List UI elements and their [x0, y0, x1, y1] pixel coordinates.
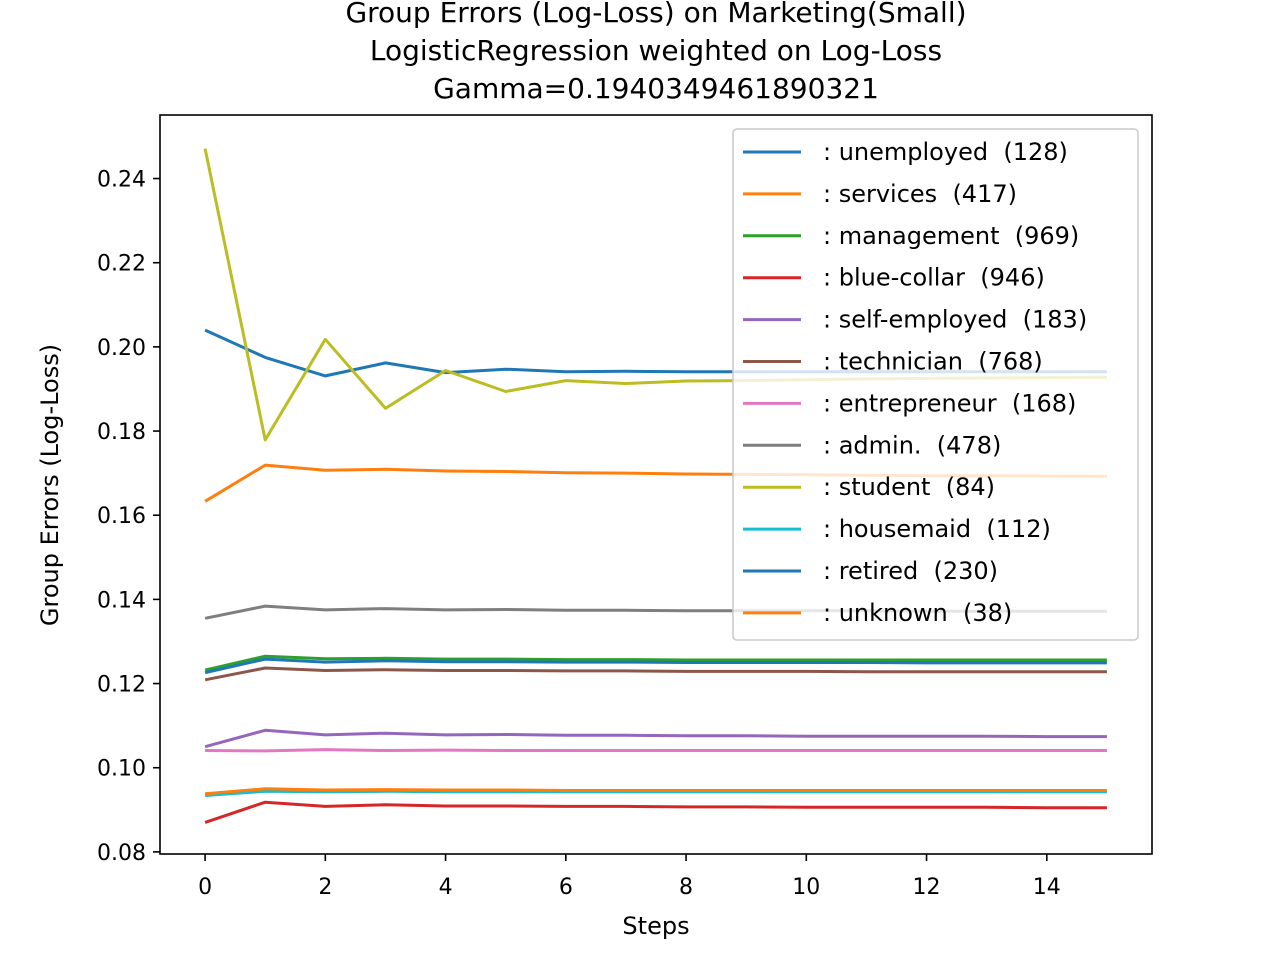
y-tick-label: 0.16 [97, 504, 146, 529]
x-tick-label: 2 [318, 875, 332, 900]
y-tick-label: 0.12 [97, 673, 146, 698]
y-tick-label: 0.08 [97, 841, 146, 866]
y-axis: 0.08 0.10 0.12 0.14 0.16 0.18 0.20 0.22 0.24 [97, 168, 160, 866]
legend-entry-label: : unknown (38) [823, 599, 1012, 627]
x-tick-label: 10 [792, 875, 820, 900]
x-tick-label: 4 [439, 875, 453, 900]
series-layer [203, 148, 1107, 824]
x-tick-label: 12 [913, 875, 941, 900]
chart-title-line-3: Gamma=0.1940349461890321 [433, 72, 879, 105]
series-line-2 [204, 654, 1107, 672]
x-tick-label: 14 [1033, 875, 1061, 900]
legend-entry-label: : student (84) [823, 473, 995, 501]
series-line-3 [204, 800, 1107, 824]
x-tick-label: 8 [679, 875, 693, 900]
legend-entry-label: : admin. (478) [823, 431, 1001, 459]
legend: : unemployed (128) : services (417) : mana… [732, 128, 1139, 641]
legend-entry-label: : management (969) [823, 222, 1079, 250]
y-tick-label: 0.10 [97, 757, 146, 782]
legend-entry-label: : technician (768) [823, 348, 1043, 376]
y-tick-label: 0.14 [97, 588, 146, 613]
x-axis: 0 2 4 6 8 10 12 14 [198, 854, 1061, 900]
legend-entry-label: : self-employed (183) [823, 306, 1087, 334]
legend-entry-label: : services (417) [823, 180, 1017, 208]
x-tick-label: 0 [198, 875, 212, 900]
legend-entry-label: : unemployed (128) [823, 138, 1068, 166]
series-line-10 [204, 657, 1107, 675]
chart-title-line-1: Group Errors (Log-Loss) on Marketing(Sma… [345, 0, 966, 29]
y-tick-label: 0.24 [97, 168, 146, 193]
legend-entry-label: : retired (230) [823, 557, 998, 585]
chart-title: Group Errors (Log-Loss) on Marketing(Sma… [345, 0, 966, 105]
legend-entry-label: : housemaid (112) [823, 515, 1051, 543]
chart-title-line-2: LogisticRegression weighted on Log-Loss [370, 34, 942, 67]
legend-entry-label: : entrepreneur (168) [823, 389, 1076, 417]
y-tick-label: 0.18 [97, 420, 146, 445]
y-tick-label: 0.22 [97, 252, 146, 277]
x-axis-label: Steps [622, 912, 689, 940]
legend-entry-label: : blue-collar (946) [823, 264, 1045, 292]
series-line-11 [204, 787, 1107, 796]
axes-frame [159, 114, 1153, 855]
series-line-5 [204, 666, 1107, 682]
x-tick-label: 6 [559, 875, 573, 900]
y-axis-label: Group Errors (Log-Loss) [36, 344, 64, 626]
legend-box [732, 128, 1139, 641]
y-tick-label: 0.20 [97, 336, 146, 361]
series-line-6 [205, 748, 1107, 753]
series-line-4 [204, 728, 1107, 749]
